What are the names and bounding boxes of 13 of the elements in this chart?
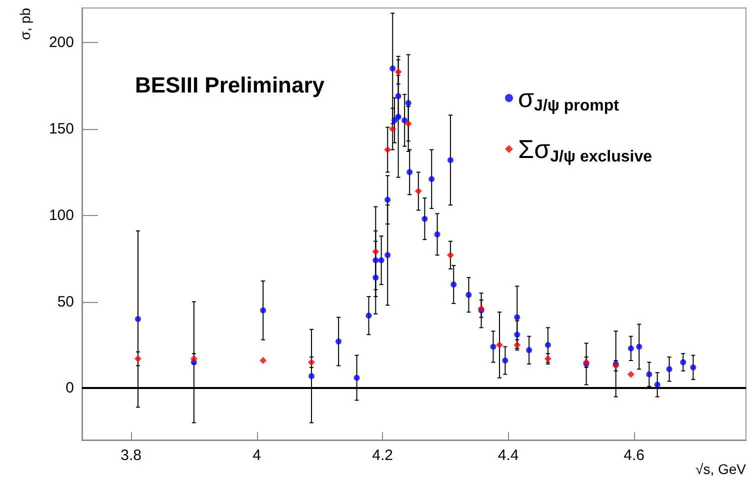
- y-tick-label: 150: [48, 120, 74, 138]
- x-tick-label: 4.4: [498, 447, 519, 464]
- x-tick-label: 4.6: [624, 447, 645, 464]
- annotation: BESIII Preliminary: [135, 72, 326, 98]
- y-tick-label: 100: [48, 206, 74, 224]
- y-tick-label: 200: [48, 34, 74, 52]
- y-axis-title: σ, pb: [17, 8, 33, 40]
- x-tick-label: 4.2: [372, 447, 393, 464]
- y-tick-label: 0: [66, 380, 74, 397]
- x-axis-title: √s, GeV: [696, 461, 747, 477]
- x-tick-label: 3.8: [120, 447, 142, 464]
- x-tick-label: 4: [252, 447, 261, 464]
- y-tick-label: 50: [57, 293, 74, 310]
